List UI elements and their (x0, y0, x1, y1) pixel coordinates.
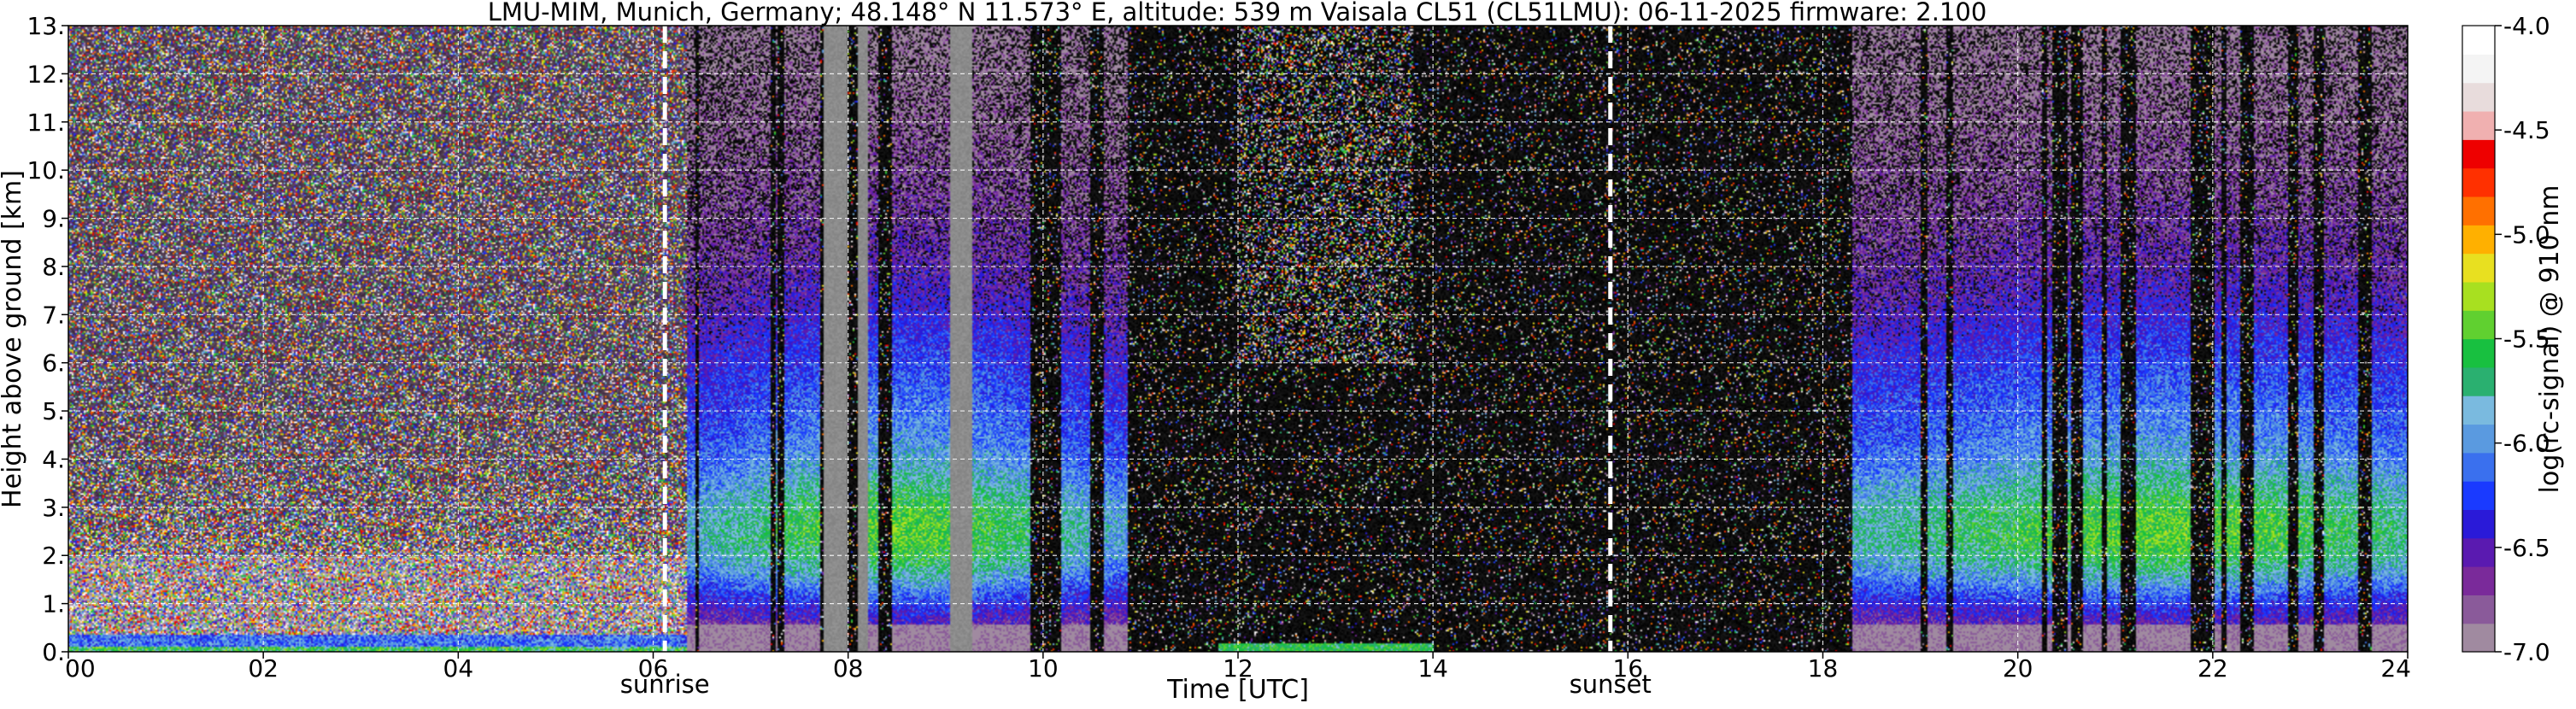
y-tick-label: 9. (42, 205, 65, 233)
colorbar-segment (2462, 537, 2495, 567)
sun-markers: sunrise sunset (620, 26, 1652, 699)
backscatter-heatmap (68, 26, 2408, 652)
colorbar-tick-label: -5.5 (2503, 325, 2550, 354)
y-tick-label: 12. (26, 60, 65, 88)
colorbar-segment (2462, 366, 2495, 396)
colorbar-segment (2462, 54, 2495, 84)
colorbar-tick-label: -5.0 (2503, 220, 2550, 249)
x-axis: 00 02 04 06 08 10 12 14 16 18 20 22 24 (65, 652, 2411, 683)
colorbar-segment (2462, 424, 2495, 454)
colorbar: -7.0 -6.5 -6.0 -5.5 -5.0 -4.5 -4.0 (2462, 12, 2550, 666)
colorbar-segment (2462, 26, 2495, 55)
x-tick-label: 04 (443, 654, 474, 683)
y-axis-label: Height above ground [km] (0, 170, 27, 508)
colorbar-tick-label: -6.0 (2503, 430, 2550, 458)
colorbar-segment (2462, 452, 2495, 482)
y-tick-label: 13. (26, 12, 65, 40)
colorbar-segment (2462, 595, 2495, 624)
colorbar-segment (2462, 196, 2495, 226)
y-tick-label: 3. (42, 494, 65, 522)
colorbar-segment (2462, 509, 2495, 539)
plot-area (68, 26, 2408, 652)
y-tick-label: 8. (42, 253, 65, 281)
x-tick-label: 14 (1417, 654, 1448, 683)
x-tick-label: 22 (2198, 654, 2228, 683)
x-tick-label: 20 (2003, 654, 2033, 683)
colorbar-segment (2462, 310, 2495, 340)
x-tick-label: 00 (65, 654, 96, 683)
colorbar-segment (2462, 623, 2495, 653)
colorbar-segment (2462, 139, 2495, 169)
colorbar-tick-label: -4.0 (2503, 12, 2550, 40)
x-tick-label: 16 (1613, 654, 1644, 683)
y-tick-label: 11. (26, 108, 65, 137)
x-tick-label: 02 (248, 654, 279, 683)
x-tick-label: 12 (1223, 654, 1253, 683)
colorbar-label: log(rc-signal) @ 910 nm (2535, 185, 2565, 494)
x-tick-label: 24 (2380, 654, 2411, 683)
colorbar-segment (2462, 566, 2495, 595)
sunrise-label: sunrise (620, 670, 710, 699)
colorbar-segment (2462, 82, 2495, 112)
y-tick-label: 0. (42, 638, 65, 666)
sunset-label: sunset (1570, 670, 1652, 699)
colorbar-segment (2462, 481, 2495, 511)
chart-title: LMU-MIM, Munich, Germany; 48.148° N 11.5… (488, 0, 1987, 26)
y-tick-label: 4. (42, 445, 65, 473)
y-tick-label: 1. (42, 590, 65, 618)
grid-lines (68, 26, 2408, 652)
x-tick-label: 08 (833, 654, 864, 683)
colorbar-tick-label: -4.5 (2503, 116, 2550, 144)
colorbar-tick-label: -6.5 (2503, 534, 2550, 562)
y-tick-label: 10. (26, 156, 65, 185)
colorbar-segment (2462, 338, 2495, 368)
x-tick-label: 06 (638, 654, 669, 683)
y-tick-label: 7. (42, 301, 65, 329)
colorbar-segment (2462, 281, 2495, 311)
colorbar-tick-label: -7.0 (2503, 638, 2550, 666)
y-tick-label: 2. (42, 542, 65, 570)
y-tick-label: 6. (42, 349, 65, 378)
colorbar-segment (2462, 110, 2495, 140)
colorbar-segment (2462, 253, 2495, 283)
x-tick-label: 10 (1028, 654, 1059, 683)
x-tick-label: 18 (1808, 654, 1839, 683)
y-tick-label: 5. (42, 397, 65, 425)
colorbar-segment (2462, 225, 2495, 255)
colorbar-segment (2462, 167, 2495, 197)
y-axis: 0. 1. 2. 3. 4. 5. 6. 7. 8. 9. 10. 11. 12. 13. (26, 12, 68, 666)
x-axis-label: Time [UTC] (1166, 675, 1309, 705)
colorbar-segment (2462, 396, 2495, 425)
